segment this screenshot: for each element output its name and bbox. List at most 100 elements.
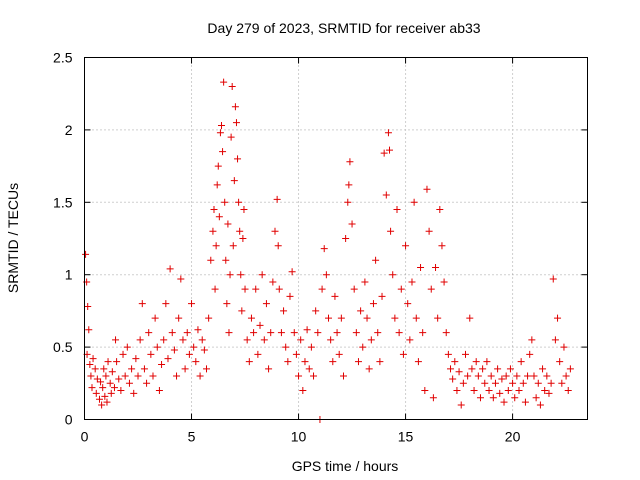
data-point xyxy=(103,398,111,406)
data-point xyxy=(496,389,504,397)
data-point xyxy=(545,389,553,397)
data-point xyxy=(378,292,386,300)
data-point xyxy=(429,394,437,402)
data-point xyxy=(432,263,440,271)
data-point xyxy=(275,285,283,293)
data-point xyxy=(502,372,510,380)
x-tick-label: 15 xyxy=(398,429,414,445)
data-point xyxy=(145,329,153,337)
data-point xyxy=(346,158,354,166)
data-point xyxy=(225,329,233,337)
data-point xyxy=(256,321,264,329)
data-point xyxy=(108,368,116,376)
data-point xyxy=(231,103,239,111)
data-point xyxy=(299,387,307,395)
data-point xyxy=(419,329,427,337)
y-tick-label: 1 xyxy=(65,267,73,283)
data-point xyxy=(274,242,282,250)
data-point xyxy=(564,387,572,395)
data-point xyxy=(181,365,189,373)
data-point xyxy=(483,358,491,366)
data-point xyxy=(121,372,129,380)
data-point xyxy=(192,358,200,366)
data-point xyxy=(132,355,140,363)
data-point xyxy=(449,375,457,383)
data-point xyxy=(282,343,290,351)
data-point xyxy=(339,372,347,380)
data-point xyxy=(183,329,191,337)
data-point xyxy=(414,358,422,366)
data-point xyxy=(104,358,112,366)
data-point xyxy=(128,365,136,373)
y-tick-label: 2.5 xyxy=(53,50,73,66)
data-point xyxy=(84,303,92,311)
data-point xyxy=(380,149,388,157)
data-point xyxy=(223,300,231,308)
data-point xyxy=(526,350,534,358)
data-point xyxy=(85,326,93,334)
data-point xyxy=(566,365,574,373)
data-point xyxy=(91,365,99,373)
data-point xyxy=(88,384,96,392)
data-point xyxy=(447,365,455,373)
data-point xyxy=(487,372,495,380)
data-point xyxy=(286,292,294,300)
data-point xyxy=(485,387,493,395)
data-point xyxy=(459,379,467,387)
data-point xyxy=(125,379,133,387)
data-point xyxy=(292,350,300,358)
data-point xyxy=(455,368,463,376)
data-point xyxy=(229,242,237,250)
grid-lines xyxy=(84,57,588,420)
data-point xyxy=(219,148,227,156)
data-point xyxy=(515,387,523,395)
data-point xyxy=(198,336,206,344)
data-point xyxy=(408,278,416,286)
data-point xyxy=(252,285,260,293)
data-point xyxy=(434,314,442,322)
data-point xyxy=(397,285,405,293)
data-point xyxy=(158,360,166,368)
data-point xyxy=(369,300,377,308)
data-point xyxy=(494,365,502,373)
data-point xyxy=(267,329,275,337)
data-point xyxy=(387,227,395,235)
data-point xyxy=(440,278,448,286)
data-point xyxy=(210,206,218,214)
data-point xyxy=(280,307,288,315)
plot-frame xyxy=(84,57,588,420)
data-point xyxy=(562,372,570,380)
data-point xyxy=(500,398,508,406)
data-point xyxy=(472,358,480,366)
data-point xyxy=(153,343,161,351)
data-point xyxy=(205,314,213,322)
data-point xyxy=(271,227,279,235)
data-point xyxy=(386,146,394,154)
data-point xyxy=(107,389,115,397)
data-point xyxy=(164,355,172,363)
data-point xyxy=(511,394,519,402)
data-point xyxy=(196,372,204,380)
x-tick-label: 20 xyxy=(505,429,521,445)
data-point xyxy=(417,263,425,271)
data-point xyxy=(337,314,345,322)
data-point xyxy=(532,394,540,402)
data-point xyxy=(226,271,234,279)
data-point xyxy=(303,326,311,334)
data-point xyxy=(295,372,303,380)
data-point xyxy=(194,326,202,334)
data-point xyxy=(234,155,242,163)
x-tick-label: 0 xyxy=(81,429,89,445)
data-point xyxy=(245,358,253,366)
data-point xyxy=(399,350,407,358)
data-points xyxy=(82,78,574,423)
axis-ticks xyxy=(84,57,588,420)
data-point xyxy=(140,365,148,373)
data-point xyxy=(359,343,367,351)
data-point xyxy=(307,343,315,351)
data-point xyxy=(517,358,525,366)
data-point xyxy=(506,365,514,373)
data-point xyxy=(464,372,472,380)
data-point xyxy=(297,336,305,344)
data-point xyxy=(290,329,298,337)
